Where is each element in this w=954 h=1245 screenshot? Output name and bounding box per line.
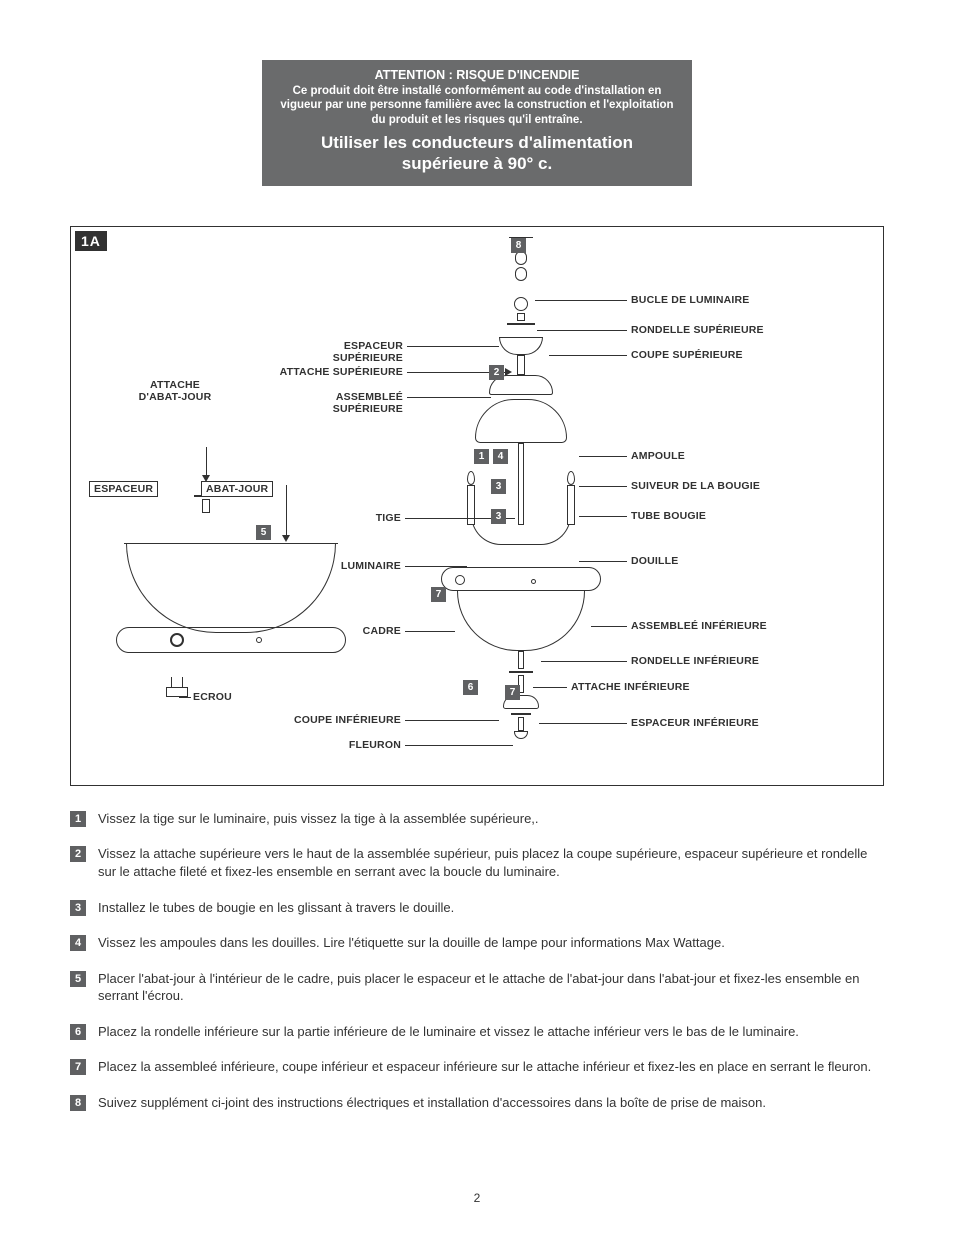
callout-8: 8 bbox=[511, 238, 526, 253]
callout-3a: 3 bbox=[491, 479, 506, 494]
label-rondelle-inf: RONDELLE INFÉRIEURE bbox=[631, 655, 759, 667]
label-tube-bougie: TUBE BOUGIE bbox=[631, 510, 706, 522]
step-number: 5 bbox=[70, 971, 86, 987]
step-row: 4 Vissez les ampoules dans les douilles.… bbox=[70, 934, 884, 952]
callout-7a: 7 bbox=[431, 587, 446, 602]
step-number: 8 bbox=[70, 1095, 86, 1111]
step-text: Suivez supplément ci-joint des instructi… bbox=[98, 1094, 766, 1112]
diagram-box: 1A bbox=[70, 226, 884, 786]
callout-5: 5 bbox=[256, 525, 271, 540]
step-row: 3 Installez le tubes de bougie en les gl… bbox=[70, 899, 884, 917]
step-row: 2 Vissez la attache supérieure vers le h… bbox=[70, 845, 884, 880]
label-coupe-inf: COUPE INFÉRIEURE bbox=[281, 714, 401, 726]
label-assemblee-inf: ASSEMBLEÉ INFÉRIEURE bbox=[631, 620, 767, 632]
step-text: Vissez la tige sur le luminaire, puis vi… bbox=[98, 810, 539, 828]
step-row: 8 Suivez supplément ci-joint des instruc… bbox=[70, 1094, 884, 1112]
chandelier-schematic bbox=[411, 237, 631, 757]
step-text: Placez la assembleé inférieure, coupe in… bbox=[98, 1058, 871, 1076]
callout-2: 2 bbox=[489, 365, 504, 380]
page-number: 2 bbox=[70, 1191, 884, 1205]
warning-body: Ce produit doit être installé conforméme… bbox=[280, 84, 674, 127]
label-coupe-sup: COUPE SUPÉRIEURE bbox=[631, 349, 743, 361]
label-ecrou: ECROU bbox=[193, 691, 232, 703]
step-row: 7 Placez la assembleé inférieure, coupe … bbox=[70, 1058, 884, 1076]
label-espaceur: ESPACEUR bbox=[89, 481, 158, 497]
step-text: Placer l'abat-jour à l'intérieur de le c… bbox=[98, 970, 884, 1005]
callout-7b: 7 bbox=[505, 685, 520, 700]
label-ampoule: AMPOULE bbox=[631, 450, 685, 462]
label-abat-jour: ABAT-JOUR bbox=[201, 481, 273, 497]
callout-4: 4 bbox=[493, 449, 508, 464]
label-rondelle-sup: RONDELLE SUPÉRIEURE bbox=[631, 324, 764, 336]
warning-box: ATTENTION : RISQUE D'INCENDIE Ce produit… bbox=[262, 60, 692, 186]
step-row: 6 Placez la rondelle inférieure sur la p… bbox=[70, 1023, 884, 1041]
warning-title: ATTENTION : RISQUE D'INCENDIE bbox=[280, 68, 674, 82]
label-suiveur: SUIVEUR DE LA BOUGIE bbox=[631, 480, 760, 492]
label-douille: DOUILLE bbox=[631, 555, 678, 567]
step-number: 3 bbox=[70, 900, 86, 916]
step-number: 7 bbox=[70, 1059, 86, 1075]
label-espaceur-sup: ESPACEUR SUPÉRIEURE bbox=[273, 340, 403, 364]
label-cadre: CADRE bbox=[331, 625, 401, 637]
label-attache-sup: ATTACHE SUPÉRIEURE bbox=[273, 366, 403, 378]
callout-6: 6 bbox=[463, 680, 478, 695]
warning-subtitle: Utiliser les conducteurs d'alimentation … bbox=[280, 133, 674, 174]
label-fleuron: FLEURON bbox=[331, 739, 401, 751]
label-espaceur-inf: ESPACEUR INFÉRIEURE bbox=[631, 717, 759, 729]
step-row: 5 Placer l'abat-jour à l'intérieur de le… bbox=[70, 970, 884, 1005]
label-attache-abat: ATTACHE D'ABAT-JOUR bbox=[135, 379, 215, 403]
steps-list: 1 Vissez la tige sur le luminaire, puis … bbox=[70, 810, 884, 1111]
step-text: Vissez les ampoules dans les douilles. L… bbox=[98, 934, 725, 952]
step-text: Vissez la attache supérieure vers le hau… bbox=[98, 845, 884, 880]
diagram-tag: 1A bbox=[75, 231, 107, 251]
label-attache-inf: ATTACHE INFÉRIEURE bbox=[571, 681, 690, 693]
label-tige: TIGE bbox=[351, 512, 401, 524]
step-number: 1 bbox=[70, 811, 86, 827]
step-text: Placez la rondelle inférieure sur la par… bbox=[98, 1023, 799, 1041]
callout-1: 1 bbox=[474, 449, 489, 464]
callout-3b: 3 bbox=[491, 509, 506, 524]
label-assemblee-sup: ASSEMBLEÉ SUPÉRIEURE bbox=[273, 391, 403, 415]
label-bucle: BUCLE DE LUMINAIRE bbox=[631, 294, 750, 306]
step-text: Installez le tubes de bougie en les glis… bbox=[98, 899, 454, 917]
step-number: 4 bbox=[70, 935, 86, 951]
step-number: 2 bbox=[70, 846, 86, 862]
step-number: 6 bbox=[70, 1024, 86, 1040]
label-luminaire: LUMINAIRE bbox=[331, 560, 401, 572]
step-row: 1 Vissez la tige sur le luminaire, puis … bbox=[70, 810, 884, 828]
